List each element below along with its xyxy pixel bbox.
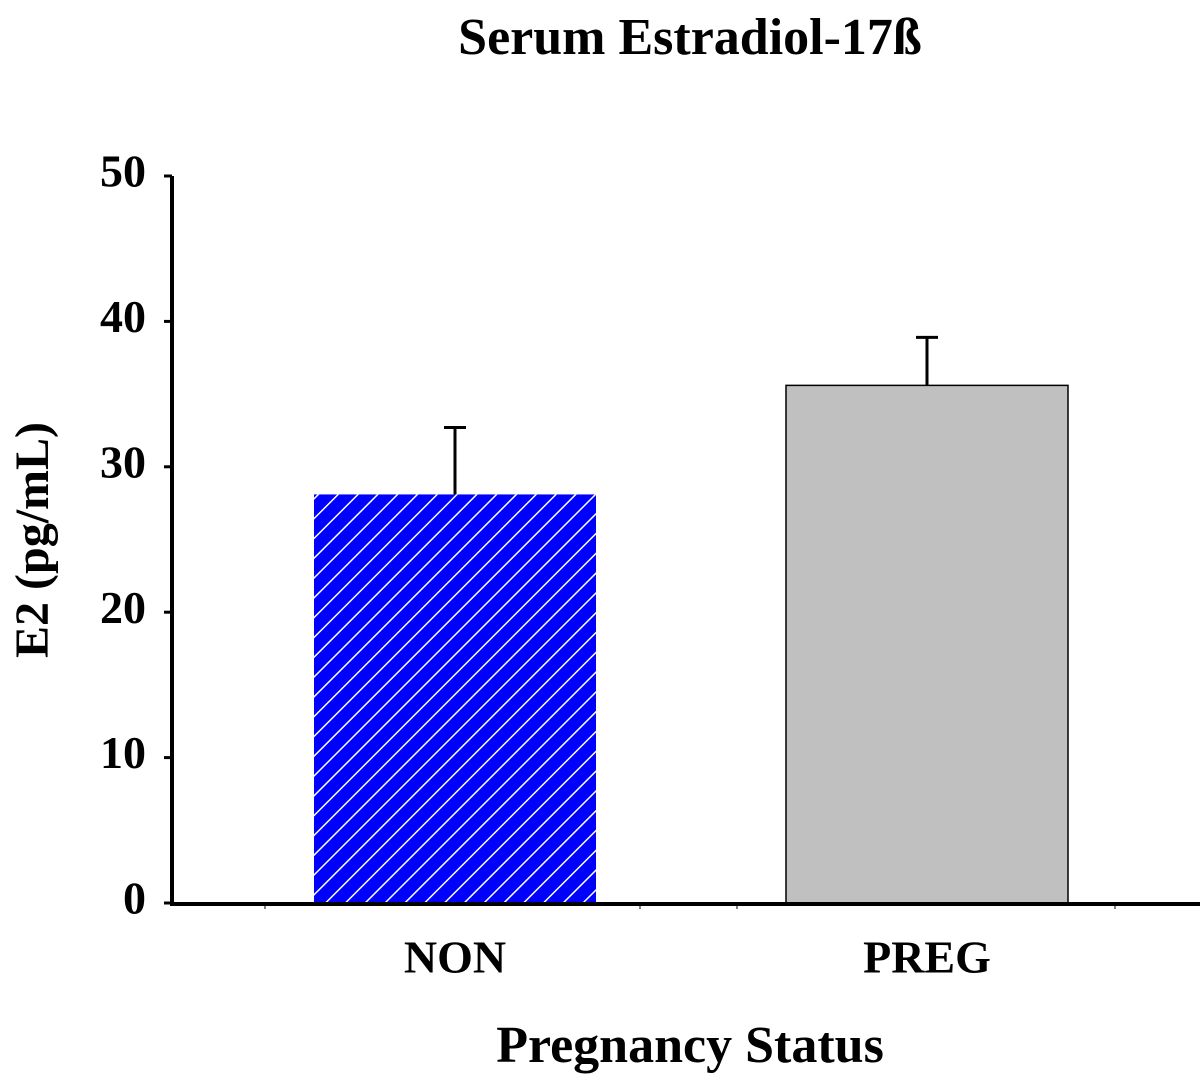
y-tick-label: 30: [100, 436, 146, 487]
y-tick-label: 10: [100, 727, 146, 778]
y-tick-label: 50: [100, 146, 146, 197]
y-axis-label: E2 (pg/mL): [6, 422, 59, 658]
y-tick-label: 0: [123, 873, 146, 924]
y-tick-label: 40: [100, 291, 146, 342]
x-tick-label: NON: [404, 932, 506, 983]
bar: [785, 384, 1069, 904]
x-tick-label: PREG: [863, 932, 991, 983]
chart-title: Serum Estradiol-17ß: [458, 9, 922, 66]
y-tick-label: 20: [100, 582, 146, 633]
bar-hatch: [314, 494, 596, 903]
x-axis-label: Pregnancy Status: [496, 1017, 884, 1074]
